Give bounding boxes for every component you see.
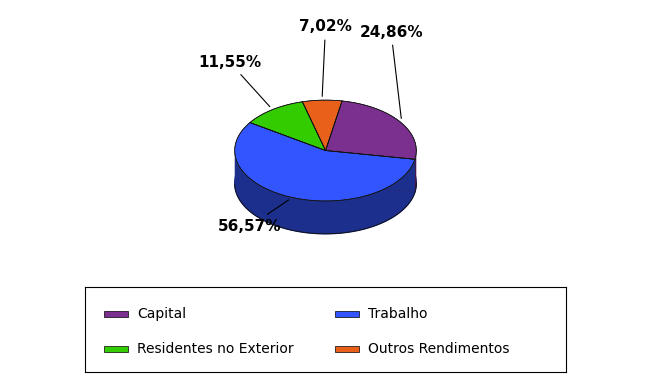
Text: Residentes no Exterior: Residentes no Exterior [137, 341, 294, 355]
Bar [104, 346, 128, 352]
Polygon shape [415, 151, 416, 192]
Bar [104, 312, 128, 317]
Polygon shape [326, 101, 416, 159]
Text: Outros Rendimentos: Outros Rendimentos [368, 341, 510, 355]
Text: 56,57%: 56,57% [218, 200, 289, 234]
Polygon shape [326, 151, 415, 192]
Bar [335, 346, 359, 352]
Polygon shape [235, 133, 416, 234]
Text: 24,86%: 24,86% [359, 24, 423, 118]
Text: 7,02%: 7,02% [299, 19, 352, 96]
Polygon shape [326, 151, 415, 192]
Text: Trabalho: Trabalho [368, 307, 428, 321]
Polygon shape [235, 123, 415, 201]
Polygon shape [250, 102, 326, 151]
Polygon shape [302, 100, 342, 151]
Polygon shape [235, 152, 415, 234]
Text: 11,55%: 11,55% [198, 55, 270, 107]
Bar [335, 312, 359, 317]
Text: Capital: Capital [137, 307, 186, 321]
